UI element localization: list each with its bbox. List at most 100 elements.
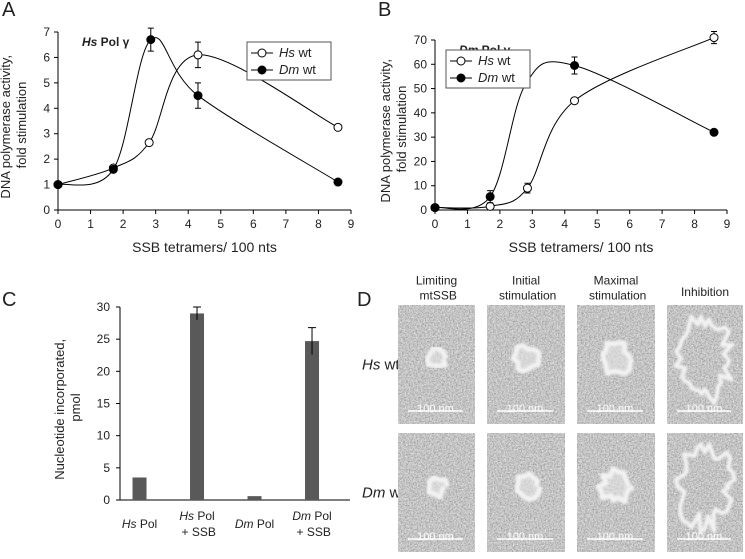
x-axis-label: SSB tetramers/ 100 nts [132,239,277,255]
column-header: Maximal stimulation [586,274,647,303]
bar [305,341,320,500]
series-line [57,54,339,186]
legend-label: Hs wt [279,45,312,60]
y-tick-label: 30 [97,300,111,314]
y-tick-label: 1 [43,178,50,192]
annotation: Hs Pol γ [82,35,130,49]
x-tick-label: 4 [185,217,192,231]
row-label: Dm wt [362,485,405,502]
y-tick-label: 30 [414,130,428,144]
x-tick-label: 8 [691,217,698,231]
y-tick-label: 5 [103,461,110,475]
x-tick-label: Dm Pol + SSB [292,509,331,539]
data-point [333,177,343,187]
data-point [430,203,440,213]
dna-complex [673,314,735,405]
x-tick-label: 1 [87,217,94,231]
dna-complex [595,466,635,505]
dna-complex [514,471,543,503]
micrograph: 100 nm [398,433,475,552]
scale-bar-label: 100 nm [417,403,454,415]
bar [132,477,147,500]
y-tick-label: 50 [414,82,428,96]
micrograph: 100 nm [667,305,743,424]
micrograph: 100 nm [577,305,655,424]
micrograph: 100 nm [487,433,565,552]
x-tick-label: 2 [497,217,504,231]
row-label: Hs wt [362,357,400,374]
legend-marker [257,48,267,58]
y-tick-label: 15 [97,397,111,411]
scale-bar-label: 100 nm [417,531,454,543]
data-point [146,35,156,45]
legend-marker [456,56,466,66]
y-tick-label: 10 [414,179,428,193]
x-tick-label: 3 [152,217,159,231]
micrograph: 100 nm [487,305,565,424]
y-tick-label: 70 [414,33,428,47]
data-point [53,180,63,190]
x-tick-label: 8 [315,217,322,231]
dna-complex [426,475,450,500]
data-point [333,122,343,132]
y-tick-label: 25 [97,332,111,346]
micrograph: 100 nm [398,305,475,424]
bar [190,313,205,500]
data-point [570,61,580,70]
column-header: Limiting mtSSB [416,274,457,303]
y-tick-label: 3 [43,127,50,141]
y-axis-label: DNA polymerase activity, fold stimulatio… [378,55,409,202]
y-tick-label: 20 [414,154,428,168]
x-tick-label: 6 [250,217,257,231]
x-tick-label: 5 [217,217,224,231]
x-tick-label: Hs Pol [122,517,157,531]
x-tick-label: 7 [659,217,666,231]
x-tick-label: 4 [561,217,568,231]
scale-bar-label: 100 nm [686,403,723,415]
data-point [485,192,495,202]
dna-complex [673,442,737,534]
panel-letter: C [2,289,16,311]
y-tick-label: 5 [43,76,50,90]
y-axis-label: DNA polymerase activity, fold stimulatio… [0,51,29,198]
x-tick-label: 6 [626,217,633,231]
legend-label: Dm wt [279,62,316,77]
x-tick-label: 0 [55,217,62,231]
data-point [709,33,719,43]
y-tick-label: 0 [420,203,427,217]
data-point [193,50,203,60]
x-tick-label: Hs Pol + SSB [178,509,216,539]
bar [247,496,262,500]
micrograph: 100 nm [577,433,655,552]
x-tick-label: Dm Pol [235,517,274,531]
y-tick-label: 2 [43,152,50,166]
x-tick-label: 5 [594,217,601,231]
series-line [434,37,715,209]
panel-letter: D [357,289,371,311]
y-tick-label: 20 [97,364,111,378]
scale-bar-label: 100 nm [507,403,544,415]
legend-label: Hs wt [478,53,511,68]
data-point [108,164,118,174]
data-point [522,183,532,193]
x-tick-label: 1 [464,217,471,231]
dna-complex [600,340,634,377]
y-tick-label: 6 [43,50,50,64]
x-tick-label: 0 [432,217,439,231]
x-tick-label: 2 [120,217,127,231]
scale-bar-label: 100 nm [597,531,634,543]
y-tick-label: 60 [414,57,428,71]
x-tick-label: 9 [724,217,731,231]
data-point [193,91,203,101]
scale-bar-label: 100 nm [507,531,544,543]
legend-marker [456,73,466,83]
dna-complex [510,342,542,374]
error-bar [308,327,317,355]
data-point [485,201,495,211]
panel-letter: A [2,0,16,21]
y-axis-label: Nucleotide incorporated, pmol [52,335,83,480]
x-tick-label: 7 [283,217,290,231]
y-tick-label: 7 [43,25,50,39]
x-axis-label: SSB tetramers/ 100 nts [509,239,654,255]
